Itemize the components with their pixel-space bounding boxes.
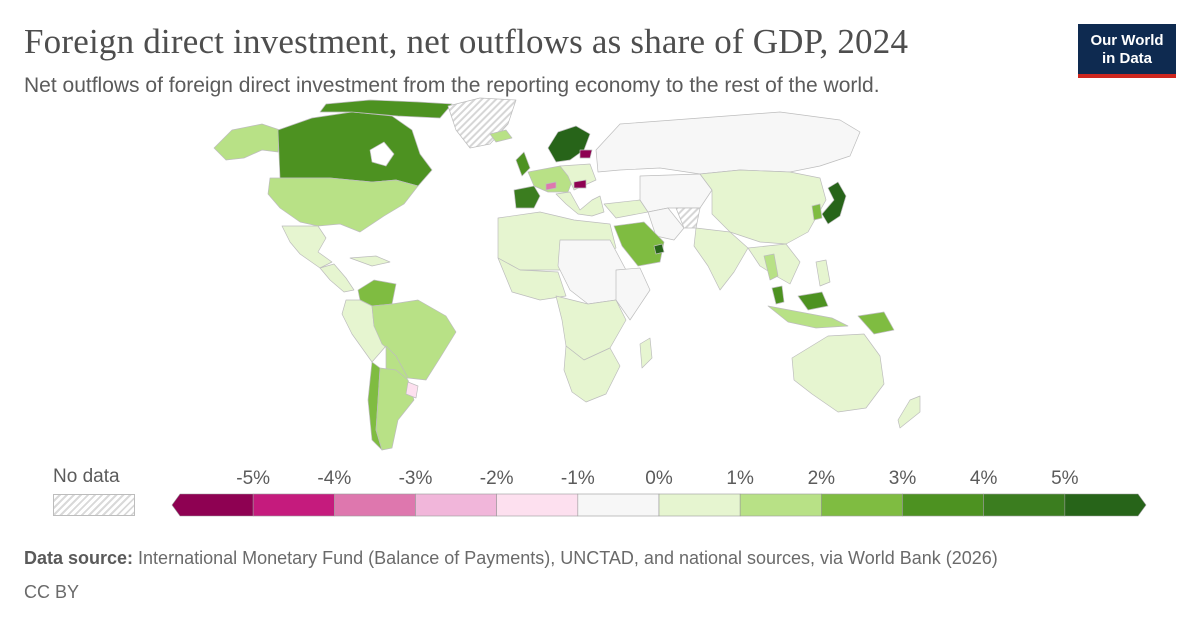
region-caribbean[interactable] [349,255,391,267]
legend-bin-3[interactable] [415,493,497,517]
data-source-text: International Monetary Fund (Balance of … [133,548,998,568]
region-west-africa[interactable] [497,257,567,301]
legend-bin-5[interactable] [577,493,660,517]
region-alaska[interactable] [213,123,281,161]
legend-bin-11[interactable] [1064,493,1147,517]
legend-tick-label: 0% [645,468,673,489]
data-source: Data source: International Monetary Fund… [24,548,998,569]
color-legend[interactable]: -5% -4% -3% -2% -1% 0% 1% 2% 3% 4% 5% [0,460,1200,530]
region-korea[interactable] [811,203,823,221]
chart-title: Foreign direct investment, net outflows … [24,22,909,61]
owid-logo[interactable]: Our World in Data [1078,24,1176,78]
region-borneo[interactable] [797,291,829,311]
region-indonesia[interactable] [767,305,849,329]
region-uruguay[interactable] [405,381,419,399]
region-gulf[interactable] [653,243,665,255]
region-philippines[interactable] [815,259,831,287]
logo-line-2: in Data [1101,50,1152,67]
legend-bin-7[interactable] [739,493,822,517]
region-saudi-arabia[interactable] [613,221,665,267]
region-switzerland[interactable] [545,181,557,191]
world-map[interactable] [0,96,1200,466]
legend-tick-label: 1% [726,468,754,489]
region-united-states[interactable] [267,177,419,233]
region-hungary[interactable] [573,179,587,189]
legend-bin-2[interactable] [334,493,416,517]
legend-tick-label: 4% [970,468,998,489]
region-papua-new-guinea[interactable] [857,311,895,335]
region-baltics[interactable] [579,149,593,159]
region-mongolia-china[interactable] [699,169,827,245]
data-source-label: Data source: [24,548,134,568]
region-uk[interactable] [515,151,531,177]
chart-subtitle: Net outflows of foreign direct investmen… [24,74,880,97]
legend-tick-label: -2% [480,468,514,489]
legend-tick-label: 3% [889,468,917,489]
region-south-asia[interactable] [693,227,749,291]
legend-tick-label: -3% [399,468,433,489]
region-australia[interactable] [791,333,885,413]
region-greenland[interactable] [447,97,517,149]
legend-no-data-label: No data [53,466,120,487]
region-italy-balkans[interactable] [555,191,605,217]
region-japan[interactable] [821,181,847,225]
region-canada[interactable] [277,111,433,187]
region-scandinavia[interactable] [547,125,591,163]
legend-bin-1[interactable] [252,493,335,517]
license[interactable]: CC BY [24,582,80,602]
region-southern-africa[interactable] [563,345,621,403]
region-iceland[interactable] [489,129,513,143]
legend-bin-10[interactable] [983,493,1066,517]
legend-tick-label: -1% [561,468,595,489]
region-malaysia[interactable] [771,285,785,305]
legend-tick-label: 2% [808,468,836,489]
legend-bin-4[interactable] [496,493,579,517]
legend-bin-6[interactable] [658,493,741,517]
legend-bin-9[interactable] [902,493,984,517]
legend-tick-label: -5% [236,468,270,489]
legend-no-data-swatch[interactable] [53,494,135,516]
legend-tick-label: -4% [317,468,351,489]
region-iberia[interactable] [513,185,541,209]
region-madagascar[interactable] [639,337,653,369]
region-new-zealand[interactable] [897,395,921,429]
region-east-africa[interactable] [615,267,651,321]
region-central-asia[interactable] [639,173,713,213]
region-thailand[interactable] [763,253,779,281]
region-russia[interactable] [595,111,861,175]
legend-tick-label: 5% [1051,468,1079,489]
logo-line-1: Our World [1090,32,1164,49]
region-arctic-islands[interactable] [319,99,453,119]
region-argentina[interactable] [375,367,415,451]
legend-bin-8[interactable] [821,493,903,517]
region-mexico[interactable] [281,225,333,269]
region-central-america[interactable] [319,263,355,293]
legend-bin-0[interactable] [171,493,254,517]
region-hudson-bay [369,141,395,167]
region-iran[interactable] [647,207,685,241]
region-brazil[interactable] [371,299,457,381]
